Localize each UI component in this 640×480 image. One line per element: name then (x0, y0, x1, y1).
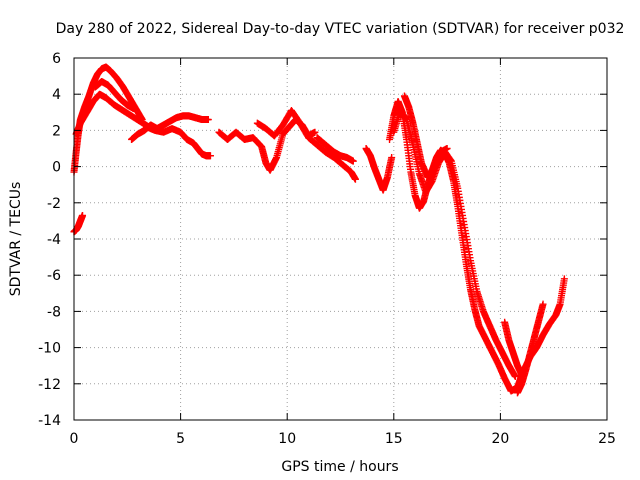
series-satellite-track-9 (313, 134, 357, 165)
y-tick-label: -14 (38, 413, 61, 429)
axis-tick-labels-layer: 0 5 10 15 20 25 -14 -12 -10 -8 -6 -4 -2 0 2 4 6 (38, 51, 616, 447)
y-tick-label: 0 (52, 160, 61, 176)
data-point (511, 373, 519, 381)
series-satellite-track-8 (253, 106, 359, 183)
y-tick-label: -12 (38, 377, 61, 393)
y-tick-label: -6 (47, 268, 61, 284)
series-satellite-track-12 (390, 106, 519, 381)
data-point (130, 105, 138, 113)
data-points-layer (70, 63, 568, 397)
series-satellite-track-10 (362, 145, 396, 194)
x-tick-label: 5 (176, 431, 185, 447)
chart-title: Day 280 of 2022, Sidereal Day-to-day VTE… (56, 21, 625, 37)
y-tick-label: -4 (47, 232, 61, 248)
data-point (388, 154, 396, 162)
x-tick-label: 15 (385, 431, 403, 447)
x-tick-label: 0 (70, 431, 79, 447)
y-axis-label: SDTVAR / TECUs (8, 182, 24, 297)
x-axis-label: GPS time / hours (281, 459, 398, 475)
y-tick-label: -10 (38, 341, 61, 357)
data-point (351, 175, 359, 183)
series-satellite-track-15 (513, 300, 547, 397)
axis-ticks-layer (73, 57, 608, 421)
x-tick-label: 10 (278, 431, 296, 447)
data-point (204, 116, 212, 124)
y-tick-label: 4 (52, 87, 61, 103)
series-satellite-track-13 (400, 92, 451, 181)
data-point (349, 157, 357, 165)
x-tick-label: 20 (491, 431, 509, 447)
data-point (443, 145, 451, 152)
series-satellite-track-1 (70, 211, 87, 236)
y-tick-label: -8 (47, 304, 61, 320)
y-tick-label: 6 (52, 51, 61, 67)
data-point (79, 211, 87, 219)
y-tick-label: 2 (52, 123, 61, 139)
data-point (539, 300, 547, 308)
series-satellite-track-4 (91, 78, 138, 113)
data-point (311, 128, 319, 136)
x-tick-label: 25 (598, 431, 616, 447)
y-tick-label: -2 (47, 196, 61, 212)
data-point (206, 152, 214, 160)
series-satellite-track-6 (142, 123, 214, 160)
data-point (560, 275, 568, 283)
